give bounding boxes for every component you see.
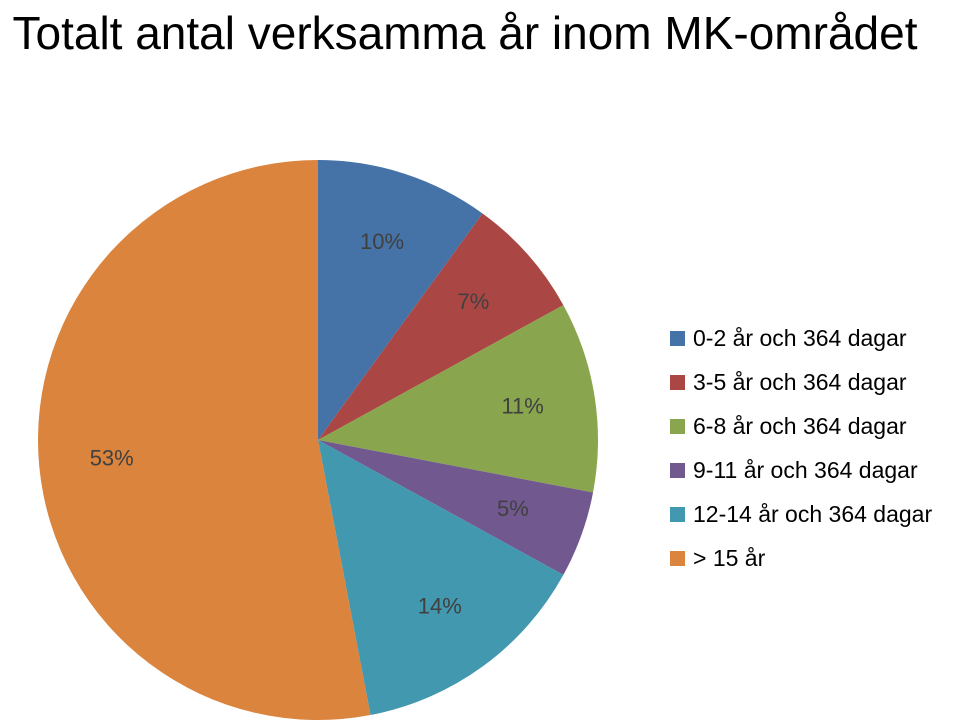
legend-swatch (670, 418, 685, 434)
legend-label: 3-5 år och 364 dagar (693, 368, 907, 395)
pie-slice-6 (37, 160, 371, 720)
legend-label: 12-14 år och 364 dagar (693, 500, 933, 527)
slice-label-4: 5% (497, 496, 529, 521)
legend-swatch (670, 462, 685, 478)
slice-label-3: 11% (501, 393, 543, 418)
legend-item-6: > 15 år (670, 536, 960, 580)
legend-item-3: 6-8 år och 364 dagar (670, 404, 960, 448)
chart-title: Totalt antal verksamma år inom MK-område… (12, 7, 918, 59)
legend-label: 6-8 år och 364 dagar (693, 412, 907, 439)
legend: 0-2 år och 364 dagar 3-5 år och 364 dagar… (670, 316, 960, 580)
legend-label: 9-11 år och 364 dagar (693, 456, 918, 483)
slice-label-2: 7% (458, 289, 490, 314)
pie-slice-4 (318, 440, 594, 575)
legend-swatch (670, 506, 685, 522)
slice-label-1: 10% (360, 229, 404, 254)
pie-slice-5 (318, 440, 564, 716)
legend-item-1: 0-2 år och 364 dagar (670, 316, 960, 360)
pie-slice-2 (318, 213, 564, 440)
legend-item-2: 3-5 år och 364 dagar (670, 360, 960, 404)
slice-label-6: 53% (90, 445, 134, 470)
legend-label: > 15 år (693, 544, 766, 571)
legend-swatch (670, 550, 685, 566)
legend-label: 0-2 år och 364 dagar (693, 324, 907, 351)
pie-slice-1 (318, 160, 483, 440)
legend-item-4: 9-11 år och 364 dagar (670, 448, 960, 492)
legend-item-5: 12-14 år och 364 dagar (670, 492, 960, 536)
legend-swatch (670, 374, 685, 390)
slice-label-5: 14% (418, 593, 462, 618)
pie-slice-3 (318, 305, 598, 493)
legend-swatch (670, 330, 685, 346)
